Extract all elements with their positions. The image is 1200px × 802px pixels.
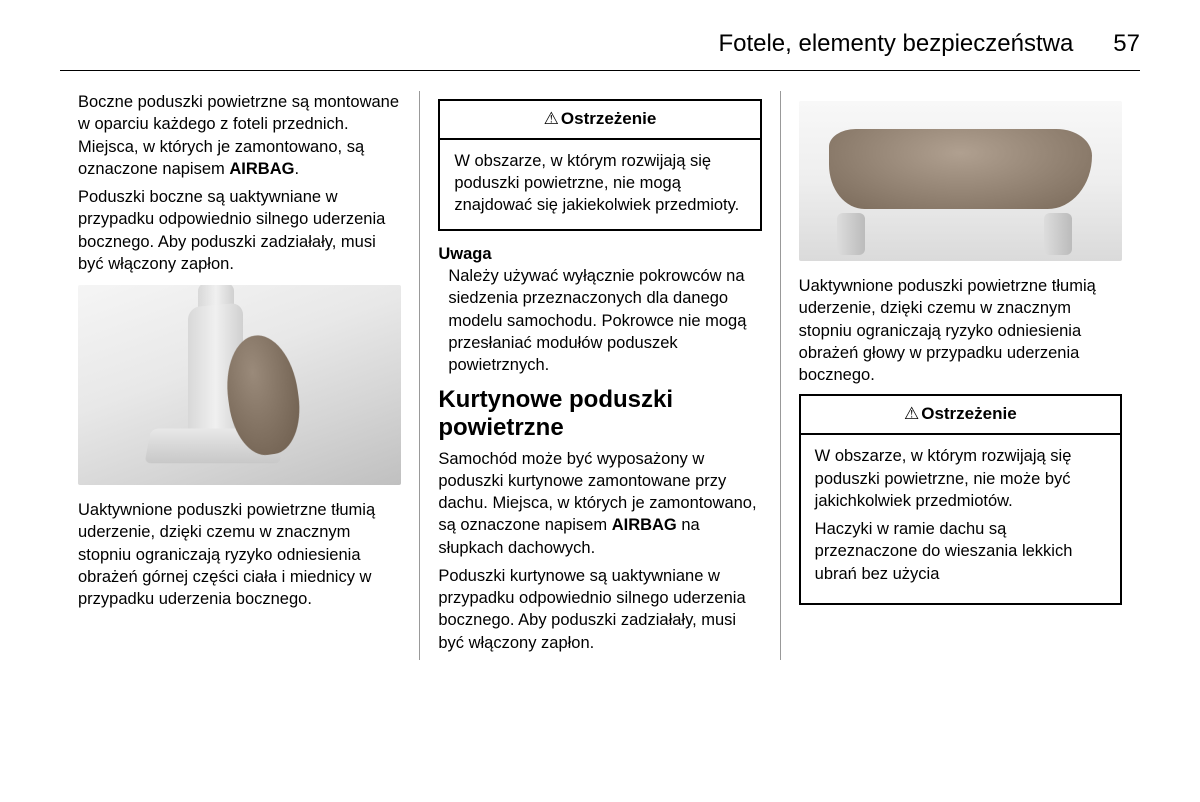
column-2: Ostrzeżenie W obszarze, w którym rozwija… <box>420 91 780 660</box>
col3-para-1: Uaktywnione poduszki powietrzne tłumią u… <box>799 275 1122 386</box>
airbag-label: AIRBAG <box>612 516 677 534</box>
curtain-airbag-illustration <box>799 101 1122 261</box>
warning-body-p1: W obszarze, w którym rozwijają się podus… <box>815 445 1106 512</box>
text-run: Samochód może być wyposażony w poduszki … <box>438 450 756 535</box>
section-heading-curtain-airbags: Kurtynowe poduszki powietrzne <box>438 386 761 441</box>
notice-title: Uwaga <box>438 243 761 265</box>
chapter-title: Fotele, elementy bezpieczeństwa <box>718 30 1073 58</box>
content-columns: Boczne poduszki powietrzne są montowane … <box>60 91 1140 660</box>
notice-body: Należy używać wyłącznie pokrowców na sie… <box>438 265 761 376</box>
col1-para-3: Uaktywnione poduszki powietrzne tłumią u… <box>78 499 401 610</box>
warning-box-2: Ostrzeżenie W obszarze, w którym rozwija… <box>799 394 1122 605</box>
column-1: Boczne poduszki powietrzne są montowane … <box>60 91 420 660</box>
warning-title: Ostrzeżenie <box>801 396 1120 435</box>
col2-para-2: Poduszki kurtynowe są uaktywniane w przy… <box>438 565 761 654</box>
warning-body: W obszarze, w którym rozwijają się podus… <box>801 435 1120 603</box>
warning-box-1: Ostrzeżenie W obszarze, w którym rozwija… <box>438 99 761 231</box>
warning-title: Ostrzeżenie <box>440 101 759 140</box>
text-run: . <box>294 160 299 178</box>
page-header: Fotele, elementy bezpieczeństwa 57 <box>60 30 1140 71</box>
col2-para-1: Samochód może być wyposażony w poduszki … <box>438 448 761 559</box>
side-airbag-illustration <box>78 285 401 485</box>
warning-body-p2: Haczyki w ramie dachu są przeznaczone do… <box>815 518 1106 585</box>
page-number: 57 <box>1113 30 1140 58</box>
col1-para-1: Boczne poduszki powietrzne są montowane … <box>78 91 401 180</box>
col1-para-2: Poduszki boczne są uaktywniane w przypad… <box>78 186 401 275</box>
column-3: Uaktywnione poduszki powietrzne tłumią u… <box>781 91 1140 660</box>
warning-body: W obszarze, w którym rozwijają się podus… <box>440 140 759 229</box>
airbag-label: AIRBAG <box>229 160 294 178</box>
